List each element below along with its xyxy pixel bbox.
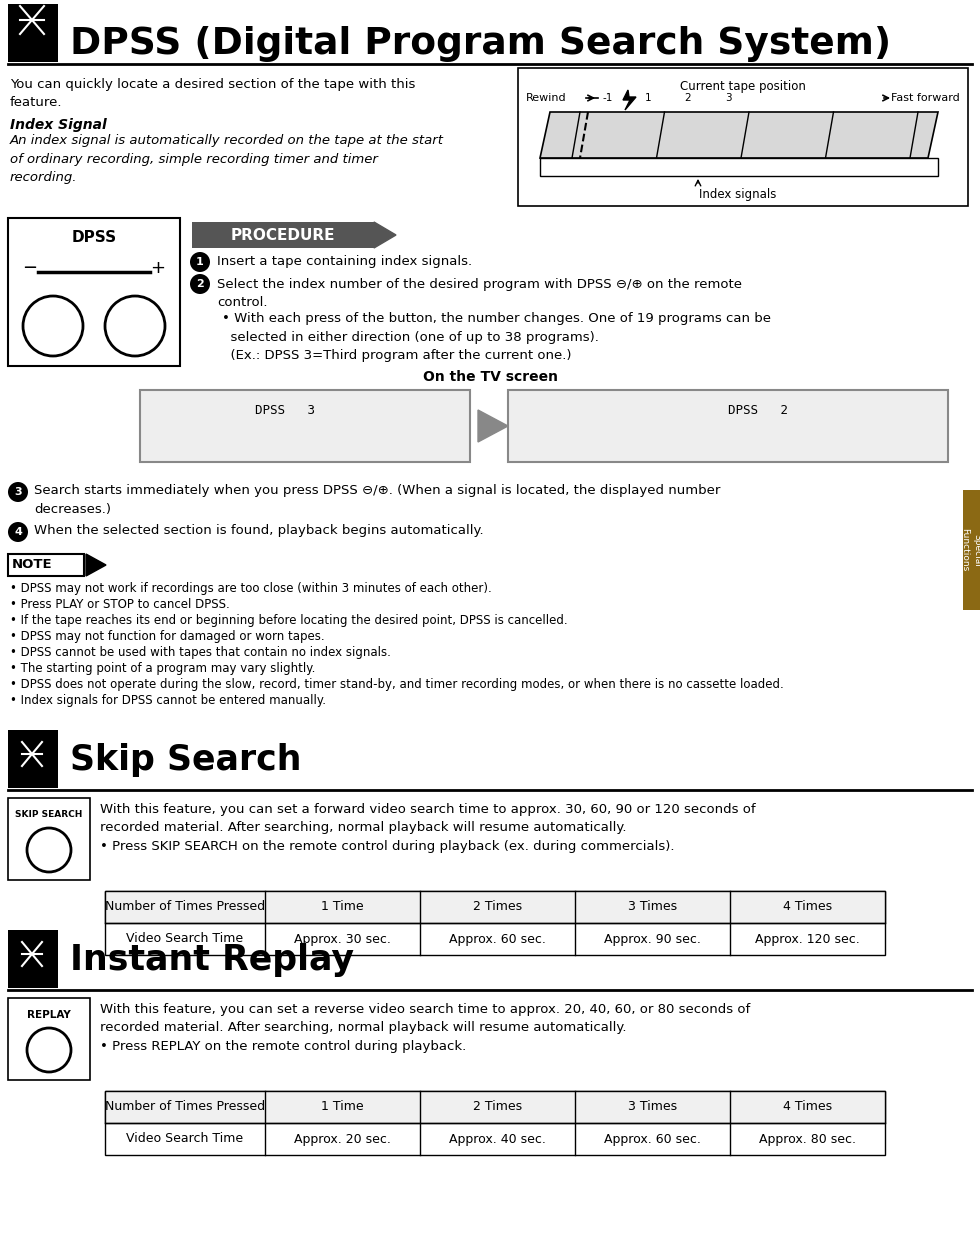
- Text: 2: 2: [196, 279, 204, 288]
- Text: With this feature, you can set a forward video search time to approx. 30, 60, 90: With this feature, you can set a forward…: [100, 803, 756, 853]
- Text: On the TV screen: On the TV screen: [422, 370, 558, 384]
- Text: Number of Times Pressed: Number of Times Pressed: [105, 900, 265, 914]
- Circle shape: [27, 828, 71, 872]
- Bar: [8, 799, 90, 880]
- Text: 1 Time: 1 Time: [321, 1101, 364, 1113]
- Text: DPSS (Digital Program Search System): DPSS (Digital Program Search System): [70, 26, 891, 62]
- Bar: [192, 222, 374, 248]
- Text: Number of Times Pressed: Number of Times Pressed: [105, 1101, 265, 1113]
- Bar: [105, 891, 885, 954]
- Text: 2: 2: [685, 93, 691, 103]
- Text: • Press PLAY or STOP to cancel DPSS.: • Press PLAY or STOP to cancel DPSS.: [10, 598, 229, 612]
- Bar: [8, 218, 180, 366]
- Text: Approx. 60 sec.: Approx. 60 sec.: [604, 1133, 701, 1145]
- Bar: [8, 4, 58, 62]
- Text: When the selected section is found, playback begins automatically.: When the selected section is found, play…: [34, 524, 483, 537]
- Bar: [518, 68, 968, 206]
- Text: • DPSS does not operate during the slow, record, timer stand-by, and timer recor: • DPSS does not operate during the slow,…: [10, 678, 784, 691]
- Text: 2 Times: 2 Times: [473, 900, 522, 914]
- Text: Approx. 90 sec.: Approx. 90 sec.: [604, 932, 701, 946]
- Text: • With each press of the button, the number changes. One of 19 programs can be
 : • With each press of the button, the num…: [222, 312, 771, 361]
- Text: 3 Times: 3 Times: [628, 1101, 677, 1113]
- Circle shape: [190, 253, 210, 272]
- Circle shape: [23, 296, 83, 357]
- Polygon shape: [478, 410, 508, 442]
- Text: DPSS: DPSS: [72, 230, 117, 245]
- Bar: [8, 553, 84, 576]
- Text: • DPSS cannot be used with tapes that contain no index signals.: • DPSS cannot be used with tapes that co…: [10, 646, 391, 659]
- Bar: [540, 158, 938, 176]
- Text: REPLAY: REPLAY: [27, 1010, 71, 1020]
- Text: • DPSS may not work if recordings are too close (within 3 minutes of each other): • DPSS may not work if recordings are to…: [10, 582, 492, 595]
- Text: Current tape position: Current tape position: [680, 80, 806, 93]
- Bar: [8, 998, 90, 1080]
- Text: Rewind: Rewind: [526, 93, 566, 103]
- Bar: [105, 891, 885, 924]
- Text: DPSS   2: DPSS 2: [728, 404, 788, 417]
- Bar: [140, 390, 470, 462]
- Bar: [508, 390, 948, 462]
- Text: 4 Times: 4 Times: [783, 900, 832, 914]
- Text: Approx. 20 sec.: Approx. 20 sec.: [294, 1133, 391, 1145]
- Circle shape: [27, 1028, 71, 1072]
- Text: -1: -1: [603, 93, 613, 103]
- Text: Instant Replay: Instant Replay: [70, 943, 354, 977]
- Circle shape: [8, 482, 28, 501]
- Text: An index signal is automatically recorded on the tape at the start
of ordinary r: An index signal is automatically recorde…: [10, 134, 444, 184]
- Bar: [105, 1091, 885, 1123]
- Text: 1: 1: [645, 93, 652, 103]
- Text: You can quickly locate a desired section of the tape with this
feature.: You can quickly locate a desired section…: [10, 78, 416, 109]
- Text: Index signals: Index signals: [700, 188, 777, 201]
- Text: • Index signals for DPSS cannot be entered manually.: • Index signals for DPSS cannot be enter…: [10, 695, 326, 707]
- Text: 3 Times: 3 Times: [628, 900, 677, 914]
- Text: Approx. 40 sec.: Approx. 40 sec.: [449, 1133, 546, 1145]
- Polygon shape: [540, 111, 938, 158]
- Text: • The starting point of a program may vary slightly.: • The starting point of a program may va…: [10, 662, 316, 675]
- Bar: [963, 490, 980, 610]
- Text: 4 Times: 4 Times: [783, 1101, 832, 1113]
- Circle shape: [105, 296, 165, 357]
- Text: Search starts immediately when you press DPSS ⊖/⊕. (When a signal is located, th: Search starts immediately when you press…: [34, 484, 720, 515]
- Text: Insert a tape containing index signals.: Insert a tape containing index signals.: [217, 255, 472, 269]
- Bar: [105, 1091, 885, 1155]
- Text: 3: 3: [724, 93, 731, 103]
- Text: NOTE: NOTE: [12, 558, 53, 572]
- Text: 2 Times: 2 Times: [473, 1101, 522, 1113]
- Polygon shape: [86, 553, 106, 576]
- Text: Approx. 80 sec.: Approx. 80 sec.: [759, 1133, 856, 1145]
- Circle shape: [8, 522, 28, 542]
- Text: 1 Time: 1 Time: [321, 900, 364, 914]
- Text: Select the index number of the desired program with DPSS ⊖/⊕ on the remote
contr: Select the index number of the desired p…: [217, 279, 742, 310]
- Text: Approx. 30 sec.: Approx. 30 sec.: [294, 932, 391, 946]
- Text: Approx. 60 sec.: Approx. 60 sec.: [449, 932, 546, 946]
- Text: Skip Search: Skip Search: [70, 743, 302, 777]
- Circle shape: [190, 274, 210, 293]
- Text: 4: 4: [14, 527, 22, 537]
- Polygon shape: [623, 90, 636, 110]
- Text: Special
Functions: Special Functions: [960, 529, 980, 572]
- Text: PROCEDURE: PROCEDURE: [230, 228, 335, 243]
- Text: +: +: [151, 259, 166, 277]
- Bar: [8, 930, 58, 988]
- Text: 3: 3: [14, 487, 22, 496]
- Polygon shape: [374, 222, 396, 248]
- Text: DPSS   3: DPSS 3: [255, 404, 315, 417]
- Text: 1: 1: [196, 258, 204, 267]
- Bar: [8, 730, 58, 789]
- Text: Index Signal: Index Signal: [10, 118, 107, 132]
- Text: • If the tape reaches its end or beginning before locating the desired point, DP: • If the tape reaches its end or beginni…: [10, 614, 567, 626]
- Text: −: −: [23, 259, 37, 277]
- Text: SKIP SEARCH: SKIP SEARCH: [16, 810, 82, 820]
- Text: Video Search Time: Video Search Time: [126, 1133, 244, 1145]
- Text: Fast forward: Fast forward: [891, 93, 960, 103]
- Text: Approx. 120 sec.: Approx. 120 sec.: [756, 932, 859, 946]
- Text: −: −: [24, 260, 36, 276]
- Text: • DPSS may not function for damaged or worn tapes.: • DPSS may not function for damaged or w…: [10, 630, 324, 643]
- Text: Video Search Time: Video Search Time: [126, 932, 244, 946]
- Text: With this feature, you can set a reverse video search time to approx. 20, 40, 60: With this feature, you can set a reverse…: [100, 1003, 751, 1054]
